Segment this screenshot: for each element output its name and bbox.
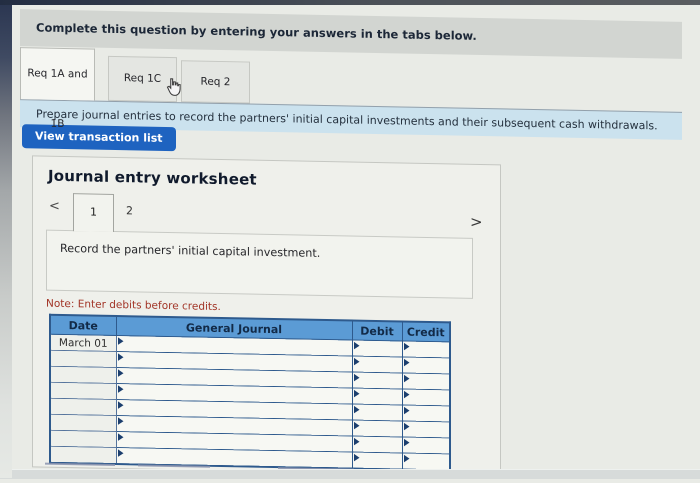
view-transaction-list-button[interactable]: View transaction list bbox=[22, 124, 176, 152]
cell-marker-icon bbox=[354, 422, 360, 431]
credit-cell[interactable] bbox=[402, 356, 450, 374]
credit-cell[interactable] bbox=[402, 436, 450, 454]
credit-cell[interactable] bbox=[402, 372, 450, 390]
credit-cell[interactable] bbox=[402, 340, 450, 358]
cell-marker-icon bbox=[118, 337, 124, 346]
debit-cell[interactable] bbox=[352, 372, 402, 389]
pager-prev-button[interactable]: < bbox=[49, 199, 60, 214]
journal-entry-table: Date General Journal Debit Credit March … bbox=[49, 313, 451, 472]
credit-cell[interactable] bbox=[402, 388, 450, 406]
cell-marker-icon bbox=[118, 401, 124, 410]
debit-cell[interactable] bbox=[352, 356, 402, 373]
screen-left-bezel bbox=[0, 0, 12, 478]
scrollbar-dash[interactable] bbox=[138, 464, 210, 468]
credit-cell[interactable] bbox=[402, 404, 450, 422]
debit-cell[interactable] bbox=[352, 436, 402, 453]
cell-marker-icon bbox=[118, 433, 124, 442]
cell-marker-icon bbox=[118, 385, 124, 394]
cell-marker-icon bbox=[354, 406, 360, 415]
cell-marker-icon bbox=[404, 423, 410, 432]
page-number: 2 bbox=[126, 204, 133, 218]
debit-cell[interactable] bbox=[352, 388, 402, 405]
credit-cell[interactable] bbox=[402, 420, 450, 438]
cell-marker-icon bbox=[118, 449, 124, 458]
debit-cell[interactable] bbox=[352, 340, 402, 357]
date-cell bbox=[50, 366, 116, 384]
cell-marker-icon bbox=[404, 455, 410, 464]
tab-req-2[interactable]: Req 2 bbox=[181, 60, 250, 104]
cell-marker-icon bbox=[404, 343, 410, 352]
chevron-left-icon: < bbox=[49, 198, 60, 214]
cell-marker-icon bbox=[118, 353, 124, 362]
cell-marker-icon bbox=[354, 358, 360, 367]
tab-req-1a-1b[interactable]: Req 1A and 1B bbox=[20, 47, 95, 130]
transaction-description-box: Record the partners' initial capital inv… bbox=[46, 229, 473, 299]
debit-cell[interactable] bbox=[352, 452, 402, 470]
cell-marker-icon bbox=[354, 342, 360, 351]
header-debit: Debit bbox=[352, 320, 402, 341]
date-cell bbox=[50, 398, 116, 416]
tab-label: Req 2 bbox=[200, 75, 231, 89]
worksheet-title: Journal entry worksheet bbox=[48, 166, 257, 189]
screen-bottom-bezel bbox=[0, 469, 700, 479]
screen-top-bezel bbox=[0, 0, 700, 5]
journal-table-body: March 01 bbox=[50, 334, 450, 471]
chevron-right-icon: > bbox=[470, 212, 483, 232]
date-cell bbox=[50, 382, 116, 400]
page-content: Complete this question by entering your … bbox=[12, 4, 690, 483]
scrollbar-dash[interactable] bbox=[45, 462, 115, 466]
cell-marker-icon bbox=[404, 375, 410, 384]
cell-marker-icon bbox=[354, 438, 360, 447]
cell-marker-icon bbox=[354, 454, 360, 463]
header-date: Date bbox=[50, 314, 116, 336]
page-number: 1 bbox=[90, 205, 97, 219]
cell-marker-icon bbox=[354, 390, 360, 399]
hand-cursor-icon bbox=[164, 77, 182, 97]
credit-cell[interactable] bbox=[402, 452, 450, 471]
header-credit: Credit bbox=[402, 321, 450, 342]
debits-note: Note: Enter debits before credits. bbox=[46, 297, 221, 314]
journal-entry-worksheet-panel: Journal entry worksheet < 1 2 > Record t… bbox=[32, 155, 501, 477]
date-cell bbox=[50, 446, 116, 464]
instruction-bar: Complete this question by entering your … bbox=[20, 9, 682, 59]
cell-marker-icon bbox=[118, 417, 124, 426]
pager-next-button[interactable]: > bbox=[470, 213, 483, 231]
instruction-text: Complete this question by entering your … bbox=[36, 20, 477, 43]
cell-marker-icon bbox=[354, 374, 360, 383]
debit-cell[interactable] bbox=[352, 420, 402, 437]
pager-page-2[interactable]: 2 bbox=[126, 204, 133, 217]
transaction-description: Record the partners' initial capital inv… bbox=[60, 241, 321, 260]
cell-marker-icon bbox=[404, 359, 410, 368]
cell-marker-icon bbox=[118, 369, 124, 378]
date-cell bbox=[50, 350, 116, 368]
pager-page-1[interactable]: 1 bbox=[73, 193, 114, 232]
cell-marker-icon bbox=[404, 439, 410, 448]
cell-marker-icon bbox=[404, 391, 410, 400]
debit-cell[interactable] bbox=[352, 404, 402, 421]
tab-label: Req 1C bbox=[123, 72, 162, 85]
date-cell bbox=[50, 430, 116, 448]
date-cell bbox=[50, 414, 116, 432]
cell-marker-icon bbox=[404, 407, 410, 416]
date-cell: March 01 bbox=[50, 334, 116, 352]
